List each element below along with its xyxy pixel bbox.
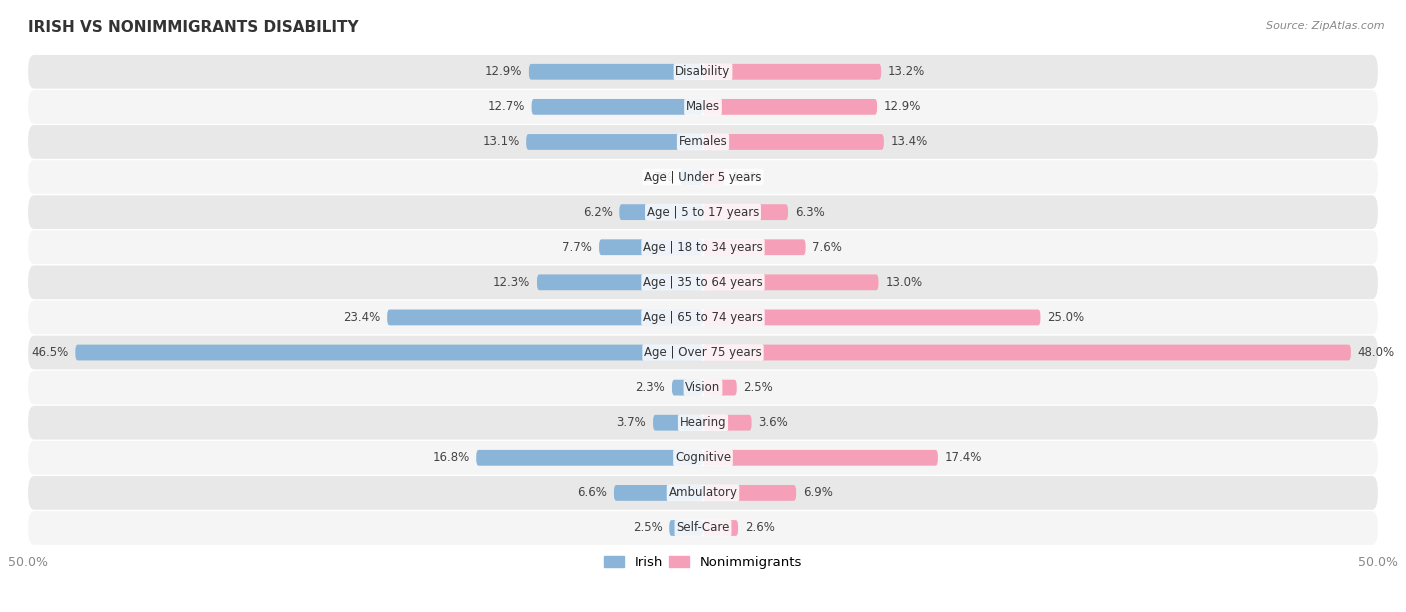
FancyBboxPatch shape: [703, 64, 882, 80]
FancyBboxPatch shape: [703, 379, 737, 395]
Text: Disability: Disability: [675, 65, 731, 78]
FancyBboxPatch shape: [703, 485, 796, 501]
FancyBboxPatch shape: [28, 511, 1378, 545]
Text: 12.7%: 12.7%: [488, 100, 524, 113]
FancyBboxPatch shape: [28, 335, 1378, 370]
FancyBboxPatch shape: [28, 195, 1378, 229]
Text: 16.8%: 16.8%: [432, 451, 470, 465]
Text: 46.5%: 46.5%: [31, 346, 69, 359]
Text: 7.7%: 7.7%: [562, 241, 592, 254]
FancyBboxPatch shape: [669, 520, 703, 536]
FancyBboxPatch shape: [76, 345, 703, 360]
Text: 3.7%: 3.7%: [617, 416, 647, 429]
FancyBboxPatch shape: [703, 99, 877, 115]
Text: Age | 5 to 17 years: Age | 5 to 17 years: [647, 206, 759, 218]
FancyBboxPatch shape: [672, 379, 703, 395]
Text: 2.6%: 2.6%: [745, 521, 775, 534]
Text: Age | 18 to 34 years: Age | 18 to 34 years: [643, 241, 763, 254]
Text: 6.3%: 6.3%: [794, 206, 824, 218]
FancyBboxPatch shape: [703, 415, 752, 431]
Text: 3.6%: 3.6%: [758, 416, 789, 429]
FancyBboxPatch shape: [703, 450, 938, 466]
FancyBboxPatch shape: [28, 266, 1378, 299]
Text: 1.7%: 1.7%: [644, 171, 673, 184]
Text: 12.9%: 12.9%: [485, 65, 522, 78]
FancyBboxPatch shape: [529, 64, 703, 80]
Legend: Irish, Nonimmigrants: Irish, Nonimmigrants: [599, 550, 807, 574]
FancyBboxPatch shape: [28, 230, 1378, 264]
Text: 17.4%: 17.4%: [945, 451, 981, 465]
FancyBboxPatch shape: [531, 99, 703, 115]
FancyBboxPatch shape: [681, 169, 703, 185]
Text: 6.2%: 6.2%: [582, 206, 613, 218]
FancyBboxPatch shape: [477, 450, 703, 466]
Text: Self-Care: Self-Care: [676, 521, 730, 534]
FancyBboxPatch shape: [652, 415, 703, 431]
FancyBboxPatch shape: [387, 310, 703, 326]
FancyBboxPatch shape: [28, 300, 1378, 334]
Text: Vision: Vision: [685, 381, 721, 394]
FancyBboxPatch shape: [28, 371, 1378, 405]
FancyBboxPatch shape: [703, 134, 884, 150]
Text: Hearing: Hearing: [679, 416, 727, 429]
Text: Age | Under 5 years: Age | Under 5 years: [644, 171, 762, 184]
FancyBboxPatch shape: [703, 520, 738, 536]
Text: 23.4%: 23.4%: [343, 311, 381, 324]
Text: 2.3%: 2.3%: [636, 381, 665, 394]
Text: 1.6%: 1.6%: [731, 171, 761, 184]
FancyBboxPatch shape: [703, 274, 879, 290]
Text: Age | Over 75 years: Age | Over 75 years: [644, 346, 762, 359]
Text: Age | 65 to 74 years: Age | 65 to 74 years: [643, 311, 763, 324]
FancyBboxPatch shape: [28, 406, 1378, 439]
FancyBboxPatch shape: [537, 274, 703, 290]
Text: 13.1%: 13.1%: [482, 135, 519, 149]
Text: Cognitive: Cognitive: [675, 451, 731, 465]
Text: 48.0%: 48.0%: [1358, 346, 1395, 359]
Text: Source: ZipAtlas.com: Source: ZipAtlas.com: [1267, 21, 1385, 31]
FancyBboxPatch shape: [619, 204, 703, 220]
Text: IRISH VS NONIMMIGRANTS DISABILITY: IRISH VS NONIMMIGRANTS DISABILITY: [28, 20, 359, 35]
FancyBboxPatch shape: [703, 204, 787, 220]
FancyBboxPatch shape: [28, 441, 1378, 475]
Text: 2.5%: 2.5%: [744, 381, 773, 394]
Text: 6.6%: 6.6%: [578, 487, 607, 499]
FancyBboxPatch shape: [28, 476, 1378, 510]
Text: 13.4%: 13.4%: [890, 135, 928, 149]
Text: Age | 35 to 64 years: Age | 35 to 64 years: [643, 276, 763, 289]
FancyBboxPatch shape: [703, 239, 806, 255]
Text: 12.3%: 12.3%: [494, 276, 530, 289]
Text: 13.2%: 13.2%: [889, 65, 925, 78]
FancyBboxPatch shape: [28, 55, 1378, 89]
FancyBboxPatch shape: [28, 160, 1378, 194]
FancyBboxPatch shape: [526, 134, 703, 150]
FancyBboxPatch shape: [28, 90, 1378, 124]
Text: 6.9%: 6.9%: [803, 487, 832, 499]
FancyBboxPatch shape: [703, 169, 724, 185]
FancyBboxPatch shape: [614, 485, 703, 501]
Text: Females: Females: [679, 135, 727, 149]
FancyBboxPatch shape: [703, 345, 1351, 360]
Text: Males: Males: [686, 100, 720, 113]
Text: Ambulatory: Ambulatory: [668, 487, 738, 499]
Text: 7.6%: 7.6%: [813, 241, 842, 254]
FancyBboxPatch shape: [28, 125, 1378, 159]
FancyBboxPatch shape: [703, 310, 1040, 326]
Text: 25.0%: 25.0%: [1047, 311, 1084, 324]
FancyBboxPatch shape: [599, 239, 703, 255]
Text: 12.9%: 12.9%: [884, 100, 921, 113]
Text: 13.0%: 13.0%: [886, 276, 922, 289]
Text: 2.5%: 2.5%: [633, 521, 662, 534]
